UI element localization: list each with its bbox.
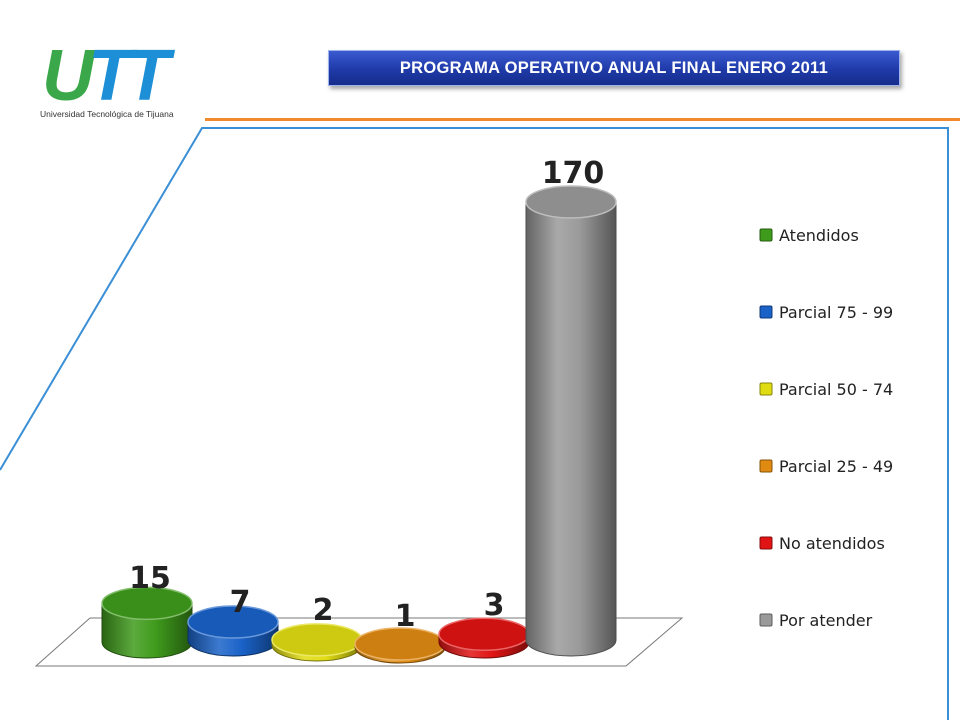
- bar-parcial-25-49: [354, 627, 446, 664]
- bar-parcial-50-74: [271, 623, 363, 662]
- data-label-no-atendidos: 3: [484, 588, 505, 623]
- legend-label: Parcial 75 - 99: [779, 303, 893, 322]
- legend-swatch: [759, 228, 773, 242]
- data-label-atendidos: 15: [129, 561, 171, 596]
- page-title: PROGRAMA OPERATIVO ANUAL FINAL ENERO 201…: [399, 58, 829, 77]
- bar-por-atender: [525, 185, 617, 657]
- legend-label: No atendidos: [779, 534, 885, 553]
- legend-swatch: [759, 459, 773, 473]
- bar-no-atendidos: [438, 617, 530, 659]
- logo-subtitle: Universidad Tecnológica de Tijuana: [40, 109, 174, 119]
- legend-swatch: [759, 382, 773, 396]
- bar-atendidos: [101, 586, 193, 659]
- slide-frame: [0, 127, 949, 720]
- legend-item-parcial-50-74: Parcial 50 - 74: [759, 380, 893, 399]
- data-label-parcial-75-99: 7: [230, 585, 251, 620]
- legend-label: Parcial 25 - 49: [779, 457, 893, 476]
- legend-label: Atendidos: [779, 226, 859, 245]
- legend-item-parcial-75-99: Parcial 75 - 99: [759, 303, 893, 322]
- data-label-parcial-25-49: 1: [395, 599, 416, 634]
- data-label-por-atender: 170: [542, 156, 605, 191]
- bar-parcial-75-99: [187, 605, 279, 657]
- legend-item-atendidos: Atendidos: [759, 226, 859, 245]
- legend-item-parcial-25-49: Parcial 25 - 49: [759, 457, 893, 476]
- legend-item-no-atendidos: No atendidos: [759, 534, 885, 553]
- data-label-parcial-50-74: 2: [313, 593, 334, 628]
- legend-label: Por atender: [779, 611, 873, 630]
- header-divider: [205, 118, 960, 121]
- legend-swatch: [759, 536, 773, 550]
- utt-logo: UTT: [42, 38, 182, 116]
- legend-swatch: [759, 613, 773, 627]
- legend-label: Parcial 50 - 74: [779, 380, 893, 399]
- title-banner: PROGRAMA OPERATIVO ANUAL FINAL ENERO 201…: [328, 50, 900, 86]
- legend-item-por-atender: Por atender: [759, 611, 873, 630]
- legend-swatch: [759, 305, 773, 319]
